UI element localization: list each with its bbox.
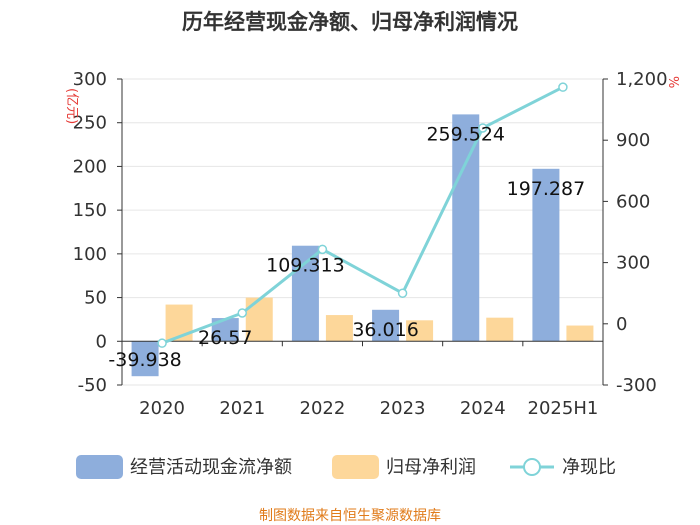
legend-label-net-profit: 归母净利润 <box>386 457 476 478</box>
bar-series <box>131 114 594 377</box>
x-axis-tick: 2021 <box>219 398 265 419</box>
line-point <box>317 244 328 255</box>
legend-label-cashflow: 经营活动现金流净额 <box>130 457 292 478</box>
bar-net-profit <box>325 315 353 342</box>
right-axis-unit: % <box>665 76 680 88</box>
bar-net-profit <box>165 304 193 342</box>
x-axis-tick: 2024 <box>460 398 506 419</box>
legend: 经营活动现金流净额 归母净利润 净现比 <box>76 455 616 479</box>
line-series <box>157 82 568 348</box>
right-axis-tick: 600 <box>616 191 650 212</box>
legend-swatch-cashflow <box>76 455 123 479</box>
data-label: -39.938 <box>108 349 181 371</box>
bar-cashflow <box>452 114 480 342</box>
legend-marker-cash-ratio <box>523 458 541 476</box>
right-axis-tick: 1,200 <box>616 69 668 90</box>
left-axis-tick: 100 <box>73 244 107 265</box>
x-axis-tick: 2020 <box>139 398 185 419</box>
x-axis-tick: 2025H1 <box>528 398 599 419</box>
left-axis-tick: 200 <box>73 156 107 177</box>
line-point <box>237 308 247 318</box>
bar-cashflow <box>372 309 400 342</box>
left-axis-tick: 150 <box>73 200 107 221</box>
legend-swatch-net-profit <box>332 455 379 479</box>
bar-cashflow <box>532 168 560 342</box>
data-label: 197.287 <box>507 178 586 200</box>
x-axis-tick: 2022 <box>300 398 346 419</box>
right-axis-tick: 0 <box>616 314 627 335</box>
data-label: 109.313 <box>266 255 345 277</box>
line-point <box>157 338 167 348</box>
x-axis-tick: 2023 <box>380 398 426 419</box>
right-axis-tick: 300 <box>616 253 650 274</box>
data-label: 259.524 <box>426 123 505 145</box>
line-point <box>478 123 488 133</box>
data-label: 26.57 <box>198 327 252 349</box>
left-axis-unit: (亿元) <box>64 88 79 124</box>
source-note: 制图数据来自恒生聚源数据库 <box>259 508 441 524</box>
data-labels: -39.938 26.57 109.313 36.016 259.524 197.287 <box>108 123 585 371</box>
grid-lines <box>122 78 603 386</box>
line-cash-ratio <box>161 85 564 345</box>
line-point <box>558 82 568 92</box>
data-label: 36.016 <box>352 319 418 341</box>
axes: 300 250 200 150 100 50 0 -50 1,200 900 600 300 0 -300… <box>64 69 680 419</box>
bar-cashflow <box>211 318 239 342</box>
left-axis-tick: 250 <box>73 113 107 134</box>
left-axis-tick: 0 <box>96 331 107 352</box>
legend-label-cash-ratio: 净现比 <box>562 457 616 478</box>
right-axis-tick: -300 <box>616 375 657 396</box>
bar-cashflow <box>131 341 159 377</box>
bar-net-profit <box>566 325 594 342</box>
right-axis-tick: 900 <box>616 130 650 151</box>
bar-net-profit <box>486 317 514 342</box>
left-axis-tick: 50 <box>84 288 107 309</box>
line-point <box>397 288 408 298</box>
left-axis-tick: 300 <box>73 69 107 90</box>
chart-title: 历年经营现金净额、归母净利润情况 <box>182 10 518 34</box>
bar-net-profit <box>406 320 434 342</box>
left-axis-tick: -50 <box>78 375 107 396</box>
